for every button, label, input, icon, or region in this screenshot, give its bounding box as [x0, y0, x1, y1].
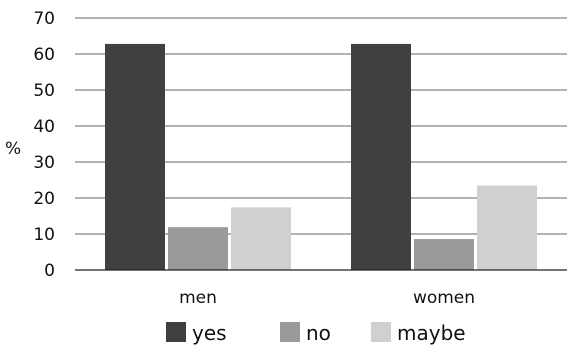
- legend-label-yes: yes: [192, 321, 227, 345]
- legend-label-maybe: maybe: [397, 321, 466, 345]
- legend-label-no: no: [306, 321, 331, 345]
- y-tick-label: 70: [33, 9, 55, 29]
- legend-swatch-yes: [166, 322, 186, 342]
- category-label: men: [179, 288, 217, 308]
- y-axis-label: %: [5, 139, 21, 159]
- bar-yes-men: [105, 43, 165, 270]
- bar-no-men: [168, 227, 228, 270]
- y-tick-label: 0: [44, 261, 55, 281]
- bars: [105, 43, 537, 270]
- y-tick-label: 10: [33, 225, 55, 245]
- legend-swatch-maybe: [371, 322, 391, 342]
- y-tick-label: 60: [33, 45, 55, 65]
- legend: yes no maybe: [166, 321, 466, 345]
- legend-swatch-no: [280, 322, 300, 342]
- bar-yes-women: [351, 43, 411, 270]
- y-tick-label: 30: [33, 153, 55, 173]
- bar-no-women: [414, 239, 474, 270]
- bar-maybe-women: [477, 185, 537, 270]
- bar-maybe-men: [231, 207, 291, 270]
- y-tick-label: 40: [33, 117, 55, 137]
- category-label: women: [413, 288, 475, 308]
- y-tick-label: 50: [33, 81, 55, 101]
- labels: 0 10 20 30 40 50 60 70 men women: [33, 9, 475, 308]
- y-tick-label: 20: [33, 189, 55, 209]
